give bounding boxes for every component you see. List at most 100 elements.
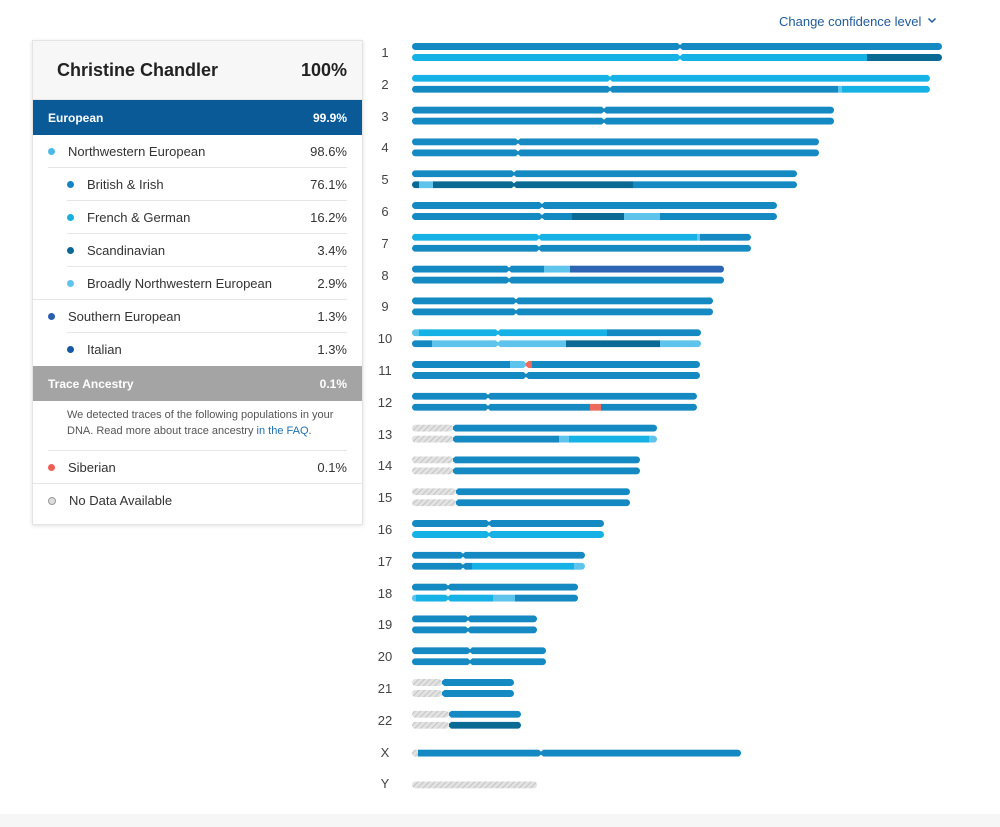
segment-broad[interactable] bbox=[412, 594, 417, 602]
segment-british[interactable] bbox=[412, 43, 943, 50]
chromosome-19[interactable] bbox=[412, 615, 538, 634]
segment-british[interactable] bbox=[412, 297, 714, 305]
segment-broad[interactable] bbox=[838, 85, 843, 93]
segment-broad[interactable] bbox=[544, 265, 571, 273]
segment-british[interactable] bbox=[700, 233, 752, 241]
segment-broad[interactable] bbox=[432, 340, 567, 348]
segment-british[interactable] bbox=[412, 85, 839, 93]
segment-british[interactable] bbox=[412, 308, 714, 316]
segment-british[interactable] bbox=[442, 679, 515, 686]
chromosome-21[interactable] bbox=[412, 679, 515, 697]
chromosome-5[interactable] bbox=[412, 170, 798, 189]
chromosome-22[interactable] bbox=[412, 710, 522, 729]
segment-scand[interactable] bbox=[433, 181, 634, 189]
chromosome-12[interactable] bbox=[412, 392, 698, 411]
segment-british[interactable] bbox=[412, 265, 545, 273]
segment-british[interactable] bbox=[412, 138, 820, 146]
segment-broad[interactable] bbox=[649, 435, 658, 443]
segment-french[interactable] bbox=[472, 562, 575, 570]
segment-broad[interactable] bbox=[419, 181, 434, 189]
segment-broad[interactable] bbox=[624, 213, 661, 220]
chromosome-Y[interactable] bbox=[412, 781, 538, 789]
segment-british[interactable] bbox=[412, 615, 538, 623]
segment-british[interactable] bbox=[412, 202, 778, 209]
segment-scand[interactable] bbox=[412, 181, 420, 189]
chromosome-4[interactable] bbox=[412, 138, 820, 157]
segment-british[interactable] bbox=[412, 170, 798, 178]
segment-nodata[interactable] bbox=[412, 781, 538, 789]
segment-british[interactable] bbox=[412, 583, 579, 591]
segment-british[interactable] bbox=[660, 213, 778, 220]
chromosome-20[interactable] bbox=[412, 647, 547, 666]
chromosome-9[interactable] bbox=[412, 297, 714, 316]
segment-british[interactable] bbox=[412, 149, 820, 157]
chromosome-2[interactable] bbox=[412, 74, 931, 93]
segment-british[interactable] bbox=[412, 117, 835, 125]
segment-british[interactable] bbox=[453, 467, 641, 475]
segment-british[interactable] bbox=[412, 626, 538, 634]
segment-scand[interactable] bbox=[572, 213, 625, 220]
segment-broad[interactable] bbox=[697, 233, 701, 241]
segment-british[interactable] bbox=[412, 361, 511, 368]
segment-british[interactable] bbox=[412, 213, 573, 220]
segment-british[interactable] bbox=[412, 562, 473, 570]
segment-british[interactable] bbox=[412, 647, 547, 655]
row-southern-european[interactable]: Southern European 1.3% bbox=[33, 300, 362, 333]
european-band[interactable]: European 99.9% bbox=[33, 100, 362, 135]
chromosome-17[interactable] bbox=[412, 551, 586, 570]
segment-british[interactable] bbox=[532, 361, 701, 368]
segment-british[interactable] bbox=[453, 424, 658, 432]
segment-nodata[interactable] bbox=[412, 456, 454, 464]
chromosome-11[interactable] bbox=[412, 361, 701, 379]
segment-british[interactable] bbox=[412, 392, 698, 400]
segment-british[interactable] bbox=[453, 456, 641, 464]
segment-nodata[interactable] bbox=[412, 690, 443, 697]
segment-british[interactable] bbox=[607, 329, 702, 337]
row-broadly-northwestern-european[interactable]: Broadly Northwestern European 2.9% bbox=[33, 267, 362, 300]
segment-broad[interactable] bbox=[660, 340, 702, 348]
row-italian[interactable]: Italian 1.3% bbox=[33, 333, 362, 366]
segment-british[interactable] bbox=[456, 488, 631, 496]
segment-french[interactable] bbox=[416, 594, 494, 602]
segment-french[interactable] bbox=[569, 435, 650, 443]
segment-british[interactable] bbox=[412, 403, 591, 411]
row-scandinavian[interactable]: Scandinavian 3.4% bbox=[33, 234, 362, 267]
chromosome-15[interactable] bbox=[412, 488, 631, 507]
segment-french[interactable] bbox=[412, 54, 868, 61]
chromosome-3[interactable] bbox=[412, 106, 835, 125]
segment-british[interactable] bbox=[412, 244, 752, 252]
trace-ancestry-band[interactable]: Trace Ancestry 0.1% bbox=[33, 366, 362, 401]
segment-siberian[interactable] bbox=[526, 361, 533, 368]
chromosome-14[interactable] bbox=[412, 456, 641, 475]
segment-british[interactable] bbox=[412, 276, 725, 284]
segment-nodata[interactable] bbox=[412, 749, 419, 757]
chromosome-18[interactable] bbox=[412, 583, 579, 602]
segment-nodata[interactable] bbox=[412, 499, 457, 507]
segment-broad[interactable] bbox=[412, 329, 420, 337]
segment-nodata[interactable] bbox=[412, 721, 450, 729]
segment-nodata[interactable] bbox=[412, 679, 443, 686]
row-french-german[interactable]: French & German 16.2% bbox=[33, 201, 362, 234]
segment-british[interactable] bbox=[412, 658, 547, 666]
segment-nodata[interactable] bbox=[412, 467, 454, 475]
segment-british[interactable] bbox=[453, 435, 560, 443]
chromosome-8[interactable] bbox=[412, 265, 725, 284]
segment-british[interactable] bbox=[412, 340, 433, 348]
segment-siberian[interactable] bbox=[590, 403, 602, 411]
segment-scand[interactable] bbox=[449, 721, 522, 729]
change-confidence-link[interactable]: Change confidence level bbox=[779, 14, 937, 29]
segment-french[interactable] bbox=[412, 74, 931, 82]
segment-british[interactable] bbox=[633, 181, 798, 189]
segment-nodata[interactable] bbox=[412, 710, 450, 718]
segment-nodata[interactable] bbox=[412, 488, 457, 496]
segment-british[interactable] bbox=[412, 372, 701, 379]
segment-nodata[interactable] bbox=[412, 424, 454, 432]
segment-french[interactable] bbox=[419, 329, 608, 337]
segment-french[interactable] bbox=[412, 233, 698, 241]
segment-british[interactable] bbox=[412, 106, 835, 114]
segment-british[interactable] bbox=[601, 403, 698, 411]
chromosome-13[interactable] bbox=[412, 424, 658, 443]
chromosome-16[interactable] bbox=[412, 520, 605, 538]
chromosome-7[interactable] bbox=[412, 233, 752, 252]
segment-french[interactable] bbox=[842, 85, 931, 93]
